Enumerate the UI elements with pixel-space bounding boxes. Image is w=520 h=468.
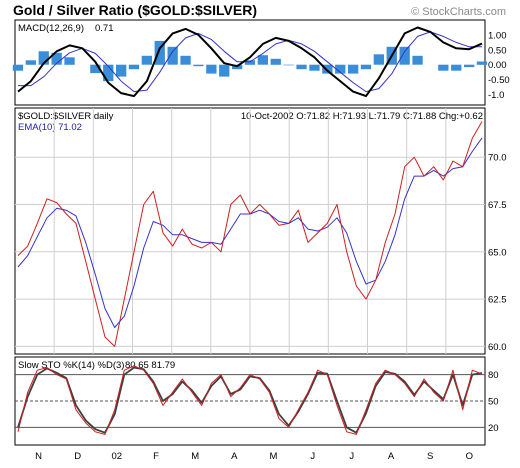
chart-title: Gold / Silver Ratio ($GOLD:$SILVER) xyxy=(13,2,257,18)
price-panel: $GOLD:$SILVER daily EMA(10) 71.02 10-Oct… xyxy=(14,107,507,355)
macd-tick-label: 1.00 xyxy=(488,30,507,41)
macd-histogram-bar xyxy=(38,51,49,65)
x-tick-label: J xyxy=(310,451,315,462)
x-tick-label: O xyxy=(466,451,473,462)
stochastic-tick-label: 20 xyxy=(488,423,499,434)
macd-histogram-bar xyxy=(180,55,191,65)
macd-histogram-bar xyxy=(283,64,294,66)
macd-histogram-bar xyxy=(412,55,423,65)
macd-histogram-bar xyxy=(219,64,230,77)
x-tick-label: F xyxy=(153,451,159,462)
macd-histogram-bar xyxy=(270,58,281,65)
macd-histogram-bar xyxy=(296,64,307,70)
macd-histogram-bar xyxy=(103,64,114,82)
stochastic-d-line xyxy=(17,366,483,434)
x-tick-label: 02 xyxy=(112,451,123,462)
stochastic-k-line xyxy=(17,365,483,435)
x-axis: N D 02 F M A M J J A S O xyxy=(35,451,473,462)
ohlc-readout: 10-Oct-2002 O:71.82 H:71.93 L:71.79 C:71… xyxy=(241,111,483,122)
macd-histogram-bar xyxy=(438,64,449,71)
x-tick-label: N xyxy=(35,451,42,462)
macd-histogram-bar xyxy=(373,54,384,65)
macd-tick-label: 0.50 xyxy=(488,45,507,56)
macd-line xyxy=(17,26,483,98)
macd-histogram-bar xyxy=(309,64,320,71)
macd-histogram-bar xyxy=(141,55,152,65)
price-tick-label: 62.5 xyxy=(488,295,507,306)
price-tick-label: 67.5 xyxy=(488,200,507,211)
x-tick-label: A xyxy=(231,451,238,462)
macd-histogram-bar xyxy=(90,64,101,74)
x-tick-label: D xyxy=(74,451,81,462)
macd-tick-label: 0.00 xyxy=(488,60,507,71)
macd-histogram-bar xyxy=(244,60,256,65)
watermark: © StockCharts.com xyxy=(411,6,506,18)
macd-label: MACD(12,26,9) xyxy=(18,23,84,34)
stochastic-tick-label: 80 xyxy=(488,370,499,381)
macd-histogram-bar xyxy=(116,64,127,77)
price-line xyxy=(17,121,483,347)
macd-signal-line xyxy=(18,31,482,93)
macd-value: 0.71 xyxy=(95,23,114,34)
price-tick-label: 60.0 xyxy=(488,342,507,353)
x-tick-label: S xyxy=(427,451,433,462)
x-tick-label: A xyxy=(388,451,395,462)
macd-histogram-bar xyxy=(399,46,410,65)
macd-histogram-bar xyxy=(476,61,488,65)
price-tick-label: 70.0 xyxy=(488,153,507,164)
macd-histogram-bar xyxy=(64,57,75,65)
price-tick-label: 65.0 xyxy=(488,247,507,258)
x-tick-label: M xyxy=(191,451,199,462)
stochastic-panel: Slow STO %K(14) %D(3) 80.65 81.79 80 50 20 xyxy=(14,356,499,446)
stochastic-value: 80.65 81.79 xyxy=(125,360,175,371)
macd-histogram-bar xyxy=(257,55,268,65)
stochastic-label: Slow STO %K(14) %D(3) xyxy=(18,360,124,371)
macd-histogram-bar xyxy=(322,64,333,74)
macd-histogram-bar xyxy=(25,60,36,65)
macd-histogram-bar xyxy=(193,64,204,67)
ema-label: EMA(10) 71.02 xyxy=(18,122,82,133)
macd-histogram-bar xyxy=(348,64,359,74)
macd-histogram-bar xyxy=(206,64,217,74)
macd-histogram-bar xyxy=(451,64,462,71)
stochastic-tick-label: 50 xyxy=(488,397,499,408)
macd-histogram-bar xyxy=(51,52,62,65)
macd-histogram-bar xyxy=(335,64,346,74)
x-tick-label: M xyxy=(270,451,278,462)
macd-panel: MACD(12,26,9) 0.71 1.00 0.50 0.00 -0.50 -1.0 xyxy=(12,19,510,106)
macd-tick-label: -1.0 xyxy=(488,90,504,101)
macd-tick-label: -0.50 xyxy=(488,75,510,86)
macd-histogram-bar xyxy=(128,64,140,70)
macd-histogram-bar xyxy=(12,64,24,71)
price-label: $GOLD:$SILVER daily xyxy=(18,111,114,122)
macd-histogram-bar xyxy=(464,64,475,68)
macd-histogram-bar xyxy=(154,40,165,65)
macd-histogram-bar xyxy=(360,64,372,70)
x-tick-label: J xyxy=(349,451,354,462)
macd-histogram-bar xyxy=(167,46,178,65)
